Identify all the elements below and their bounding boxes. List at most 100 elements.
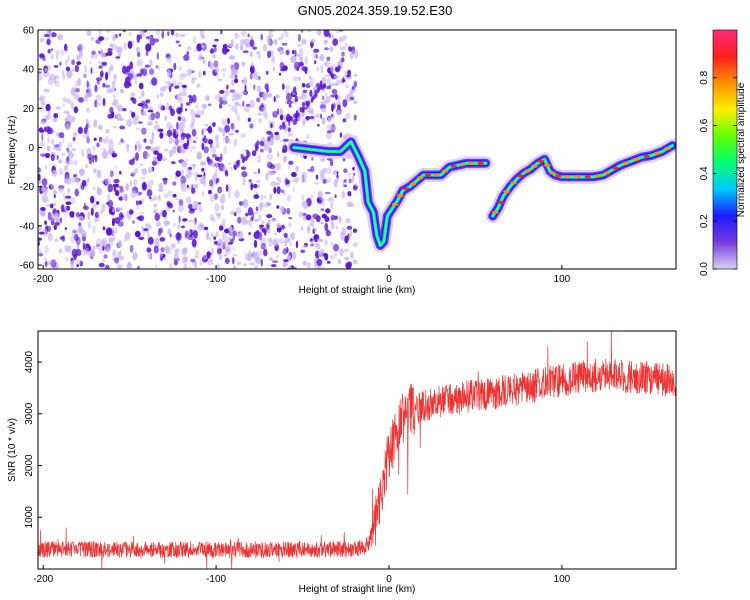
noise-blob: [206, 252, 212, 256]
noise-blob: [349, 229, 353, 237]
noise-blob: [64, 165, 68, 172]
noise-blob: [224, 137, 231, 143]
noise-blob: [81, 148, 85, 158]
noise-blob: [294, 49, 297, 58]
noise-blob: [184, 108, 188, 112]
noise-blob: [254, 265, 259, 269]
noise-blob: [96, 169, 102, 179]
noise-blob: [86, 30, 92, 37]
noise-blob: [194, 250, 200, 257]
noise-blob: [282, 261, 288, 268]
noise-blob: [178, 44, 182, 47]
noise-blob: [218, 254, 223, 261]
noise-blob: [298, 61, 304, 67]
noise-blob: [217, 248, 222, 255]
noise-blob: [115, 190, 120, 197]
noise-blob: [242, 91, 247, 96]
noise-blob: [290, 232, 295, 240]
noise-blob: [51, 138, 55, 145]
noise-blob: [318, 56, 324, 59]
spectrogram-x-axis-label: Height of straight line (km): [299, 285, 416, 296]
noise-blob: [271, 218, 276, 222]
noise-blob: [188, 203, 193, 210]
noise-blob: [305, 214, 312, 221]
noise-blob: [82, 248, 87, 256]
noise-blob: [119, 125, 126, 130]
noise-blob: [180, 175, 186, 185]
noise-blob: [111, 217, 115, 227]
noise-blob: [201, 110, 204, 116]
noise-blob: [136, 59, 143, 67]
noise-blob: [121, 194, 128, 201]
noise-blob: [47, 110, 51, 117]
noise-blob: [38, 240, 41, 247]
noise-blob: [311, 157, 314, 161]
noise-blob: [235, 207, 242, 215]
noise-blob: [119, 187, 124, 193]
noise-blob: [103, 265, 106, 269]
noise-blob: [240, 39, 247, 43]
noise-blob: [136, 73, 143, 77]
noise-blob: [353, 114, 357, 121]
noise-blob: [219, 103, 223, 109]
noise-blob: [47, 136, 51, 144]
noise-blob: [59, 236, 65, 240]
noise-blob: [167, 31, 170, 37]
colorbar-label: Normalized spectral amplitude: [736, 82, 747, 217]
snr-y-tick-label: 4000: [24, 350, 35, 373]
noise-blob: [94, 53, 98, 59]
noise-blob: [128, 216, 132, 221]
noise-blob: [277, 108, 280, 115]
noise-blob: [222, 72, 225, 78]
noise-blob: [74, 93, 80, 101]
noise-blob: [140, 176, 146, 180]
noise-blob: [345, 217, 351, 224]
noise-blob: [93, 155, 97, 159]
noise-blob: [75, 248, 82, 257]
noise-blob: [41, 186, 45, 192]
noise-blob: [330, 222, 335, 230]
noise-blob: [45, 152, 50, 159]
noise-blob: [274, 131, 280, 136]
noise-blob: [166, 122, 172, 130]
noise-blob: [136, 205, 140, 210]
noise-blob: [233, 62, 240, 71]
noise-blob: [200, 44, 205, 49]
noise-blob: [344, 112, 351, 120]
noise-blob: [211, 145, 216, 154]
noise-blob: [262, 43, 268, 52]
spectrogram-x-tick-label: 0: [386, 274, 392, 285]
noise-blob: [302, 244, 307, 248]
noise-blob: [300, 226, 304, 231]
noise-blob: [351, 175, 355, 184]
snr-y-tick-label: 1000: [24, 506, 35, 529]
noise-blob: [315, 54, 318, 59]
noise-blob: [142, 33, 146, 38]
noise-blob: [174, 85, 179, 89]
track-band: [292, 140, 487, 247]
noise-blob: [55, 146, 61, 152]
noise-blob: [149, 196, 152, 200]
noise-blob: [237, 216, 242, 224]
noise-blob: [88, 61, 92, 65]
noise-blob: [74, 188, 80, 197]
noise-blob: [221, 100, 228, 105]
noise-blob: [95, 102, 102, 107]
noise-blob: [264, 195, 267, 199]
noise-blob: [336, 171, 339, 174]
noise-blob: [177, 109, 183, 113]
noise-blob: [258, 153, 261, 162]
noise-blob: [183, 91, 187, 97]
noise-blob: [343, 179, 347, 183]
noise-blob: [114, 217, 121, 224]
noise-blob: [283, 259, 289, 263]
noise-blob: [307, 168, 313, 172]
noise-blob: [344, 256, 349, 261]
noise-blob: [46, 127, 54, 135]
noise-blob: [294, 98, 298, 103]
noise-blob: [150, 147, 156, 152]
noise-blob: [170, 30, 175, 36]
noise-blob: [201, 167, 205, 172]
noise-blob: [116, 264, 123, 269]
noise-blob: [96, 201, 100, 205]
